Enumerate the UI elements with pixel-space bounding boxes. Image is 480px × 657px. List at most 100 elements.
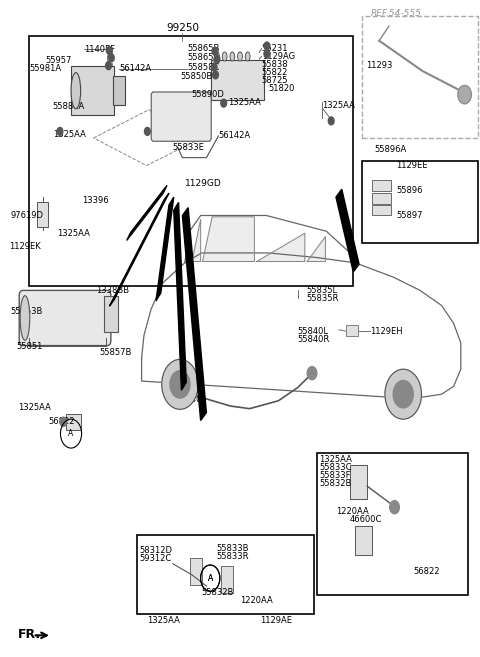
Text: 55850B: 55850B (180, 72, 212, 81)
Text: 55881A: 55881A (53, 102, 85, 111)
Bar (37, 202, 48, 227)
Polygon shape (307, 237, 325, 261)
Text: 1220AA: 1220AA (336, 507, 369, 516)
Text: 55833E: 55833E (173, 143, 204, 152)
Circle shape (212, 47, 218, 55)
Text: 55835R: 55835R (306, 294, 338, 303)
Bar (346, 325, 358, 336)
Text: A: A (208, 574, 213, 583)
Text: 55830: 55830 (175, 387, 202, 396)
Circle shape (162, 359, 198, 409)
Text: 97619D: 97619D (11, 211, 44, 220)
Text: 1129AG: 1129AG (262, 52, 295, 61)
Circle shape (390, 501, 399, 514)
Text: 55897: 55897 (396, 211, 422, 220)
Text: 55896: 55896 (396, 186, 422, 195)
Text: 55858C: 55858C (187, 62, 219, 72)
Bar (372, 205, 391, 215)
Text: 55833F: 55833F (319, 471, 351, 480)
Polygon shape (257, 233, 305, 261)
Text: 1325AA: 1325AA (18, 403, 51, 412)
Bar (221, 566, 233, 593)
Ellipse shape (245, 52, 250, 61)
Bar (362, 16, 478, 138)
Ellipse shape (238, 52, 242, 61)
Text: 55833R: 55833R (216, 552, 249, 561)
Text: 55981A: 55981A (30, 64, 62, 74)
Text: 13396: 13396 (82, 196, 108, 205)
Text: 55957: 55957 (46, 56, 72, 65)
Circle shape (214, 55, 220, 63)
Text: 1129EH: 1129EH (370, 327, 402, 336)
Circle shape (307, 367, 317, 380)
Circle shape (211, 63, 217, 71)
Text: 1325AA: 1325AA (53, 130, 85, 139)
Ellipse shape (222, 52, 227, 61)
Text: 56142A: 56142A (119, 64, 151, 74)
Polygon shape (182, 208, 206, 420)
Bar (350, 465, 367, 499)
Bar (104, 296, 118, 332)
Text: 1220AA: 1220AA (240, 596, 273, 605)
Polygon shape (156, 197, 174, 301)
FancyBboxPatch shape (151, 92, 211, 141)
Text: 99250: 99250 (166, 22, 199, 33)
Bar (190, 558, 202, 585)
Circle shape (60, 417, 67, 426)
Circle shape (107, 47, 112, 55)
Bar (29, 36, 353, 286)
Ellipse shape (74, 73, 118, 109)
Text: 55832B: 55832B (202, 588, 234, 597)
Text: 55833B: 55833B (216, 544, 249, 553)
Text: 1325AA: 1325AA (147, 616, 180, 625)
Polygon shape (109, 193, 169, 306)
Text: 55857B: 55857B (100, 348, 132, 357)
Circle shape (144, 127, 150, 135)
Circle shape (213, 71, 218, 79)
Circle shape (170, 371, 190, 398)
Text: 55840L: 55840L (298, 327, 329, 336)
Polygon shape (192, 219, 201, 261)
Text: 56142A: 56142A (218, 131, 251, 141)
Ellipse shape (20, 296, 30, 340)
Polygon shape (127, 185, 167, 240)
Bar (372, 193, 391, 204)
Text: 1338BB: 1338BB (96, 286, 129, 295)
Text: 58725: 58725 (262, 76, 288, 85)
Bar (317, 453, 468, 595)
Text: 55832B: 55832B (319, 479, 351, 488)
Circle shape (57, 127, 63, 135)
Bar (66, 414, 81, 430)
Text: 11293: 11293 (366, 61, 392, 70)
Polygon shape (336, 189, 359, 272)
Text: 1140EF: 1140EF (84, 45, 115, 55)
Bar (362, 161, 478, 243)
Text: 46600C: 46600C (349, 514, 382, 524)
Text: 1129GD: 1129GD (185, 179, 222, 189)
Text: 51820: 51820 (269, 83, 295, 93)
FancyBboxPatch shape (19, 290, 111, 346)
Text: 55896A: 55896A (374, 145, 407, 154)
Text: REF.54-555: REF.54-555 (371, 9, 421, 18)
Text: 55865B: 55865B (187, 44, 219, 53)
Circle shape (264, 50, 270, 58)
Circle shape (458, 85, 471, 104)
Text: 1325AA: 1325AA (228, 98, 261, 107)
Text: A: A (69, 429, 73, 438)
Circle shape (221, 99, 227, 107)
Text: 1325AA: 1325AA (319, 455, 352, 464)
Text: 58312D: 58312D (139, 546, 172, 555)
Ellipse shape (71, 73, 81, 109)
Bar (107, 63, 112, 69)
Polygon shape (174, 202, 186, 390)
Ellipse shape (230, 52, 235, 61)
Text: FR.: FR. (18, 627, 41, 641)
Text: 55838: 55838 (262, 60, 288, 69)
Text: 55865A: 55865A (187, 53, 219, 62)
Text: 55835L: 55835L (306, 286, 337, 295)
Polygon shape (203, 217, 254, 261)
Text: 59312C: 59312C (139, 554, 171, 563)
Ellipse shape (215, 52, 219, 61)
Bar (71, 66, 114, 115)
Text: 55853B: 55853B (11, 307, 43, 316)
